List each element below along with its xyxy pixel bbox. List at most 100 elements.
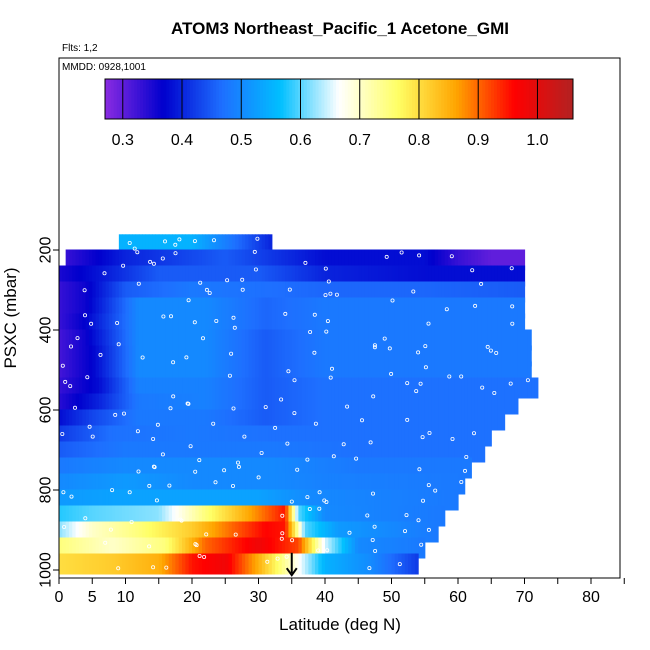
- heatmap-cell: [72, 505, 77, 527]
- heatmap-cell: [454, 425, 459, 447]
- heatmap-cell: [128, 537, 133, 559]
- heatmap-cell: [514, 265, 519, 287]
- heatmap-cell: [245, 265, 250, 287]
- heatmap-cell: [255, 361, 260, 383]
- heatmap-cell: [201, 553, 206, 575]
- heatmap-cell: [521, 297, 526, 319]
- heatmap-cell: [295, 473, 300, 495]
- heatmap-cell: [265, 409, 270, 431]
- heatmap-cell: [105, 489, 110, 511]
- heatmap-cell: [201, 489, 206, 511]
- heatmap-cell: [338, 377, 343, 399]
- heatmap-cell: [285, 553, 290, 575]
- heatmap-cell: [108, 249, 113, 271]
- heatmap-cell: [218, 393, 223, 415]
- heatmap-cell: [95, 521, 100, 543]
- heatmap-cell: [68, 425, 73, 447]
- heatmap-cell: [371, 409, 376, 431]
- heatmap-cell: [261, 234, 266, 256]
- sample-point: [135, 429, 140, 434]
- heatmap-cell: [112, 553, 117, 575]
- heatmap-cell: [165, 329, 170, 351]
- sample-point: [256, 475, 261, 480]
- heatmap-cell: [408, 457, 413, 479]
- heatmap-cell: [404, 489, 409, 511]
- sample-point: [204, 287, 209, 292]
- sample-point: [368, 440, 373, 445]
- sample-point: [171, 360, 176, 365]
- heatmap-cell: [198, 249, 203, 271]
- heatmap-cell: [225, 297, 230, 319]
- heatmap-cell: [168, 345, 173, 367]
- heatmap-cell: [65, 425, 70, 447]
- heatmap-cell: [341, 537, 346, 559]
- heatmap-cell: [481, 377, 486, 399]
- heatmap-cell: [115, 441, 120, 463]
- heatmap-cell: [321, 521, 326, 543]
- heatmap-cell: [261, 553, 266, 575]
- heatmap-cell: [444, 361, 449, 383]
- heatmap-cell: [391, 425, 396, 447]
- heatmap-cell: [231, 329, 236, 351]
- heatmap-cell: [464, 281, 469, 303]
- heatmap-cell: [132, 234, 137, 256]
- heatmap-cell: [384, 361, 389, 383]
- heatmap-cell: [311, 249, 316, 271]
- heatmap-cell: [354, 489, 359, 511]
- heatmap-cell: [451, 249, 456, 271]
- heatmap-cell: [65, 313, 70, 335]
- heatmap-cell: [384, 313, 389, 335]
- heatmap-cell: [344, 377, 349, 399]
- heatmap-cell: [112, 441, 117, 463]
- heatmap-cell: [208, 521, 213, 543]
- heatmap-cell: [75, 249, 80, 271]
- heatmap-cell: [238, 249, 243, 271]
- heatmap-cell: [491, 329, 496, 351]
- heatmap-cell: [334, 409, 339, 431]
- x-tick-label: 5: [88, 589, 97, 606]
- heatmap-cell: [434, 377, 439, 399]
- heatmap-cell: [354, 553, 359, 575]
- heatmap-cell: [221, 361, 226, 383]
- heatmap-cell: [444, 409, 449, 431]
- heatmap-cell: [301, 345, 306, 367]
- heatmap-cell: [255, 249, 260, 271]
- heatmap-cell: [218, 265, 223, 287]
- heatmap-cell: [231, 537, 236, 559]
- level-band: [59, 441, 486, 463]
- heatmap-cell: [215, 473, 220, 495]
- heatmap-cell: [487, 281, 492, 303]
- heatmap-cell: [192, 361, 196, 383]
- heatmap-cell: [281, 377, 286, 399]
- heatmap-cell: [225, 473, 230, 495]
- sample-point: [127, 490, 132, 495]
- heatmap-cell: [238, 393, 243, 415]
- heatmap-cell: [72, 457, 77, 479]
- heatmap-cell: [85, 521, 90, 543]
- heatmap-cell: [88, 537, 93, 559]
- heatmap-cell: [467, 393, 472, 415]
- heatmap-cell: [261, 345, 266, 367]
- heatmap-cell: [92, 537, 97, 559]
- heatmap-cell: [358, 425, 363, 447]
- heatmap-cell: [198, 473, 203, 495]
- heatmap-cell: [165, 425, 170, 447]
- heatmap-cell: [268, 441, 273, 463]
- heatmap-cell: [348, 249, 353, 271]
- heatmap-cell: [251, 409, 256, 431]
- heatmap-cell: [72, 377, 77, 399]
- heatmap-cell: [424, 361, 429, 383]
- heatmap-cell: [494, 409, 499, 431]
- heatmap-cell: [308, 377, 313, 399]
- heatmap-cell: [88, 361, 93, 383]
- heatmap-cell: [378, 505, 383, 527]
- heatmap-cell: [388, 409, 393, 431]
- heatmap-cell: [338, 473, 343, 495]
- heatmap-cell: [115, 425, 120, 447]
- heatmap-cell: [245, 377, 250, 399]
- heatmap-cell: [371, 265, 376, 287]
- heatmap-cell: [285, 297, 290, 319]
- heatmap-cell: [398, 521, 403, 543]
- heatmap-cell: [344, 297, 349, 319]
- heatmap-cell: [59, 297, 63, 319]
